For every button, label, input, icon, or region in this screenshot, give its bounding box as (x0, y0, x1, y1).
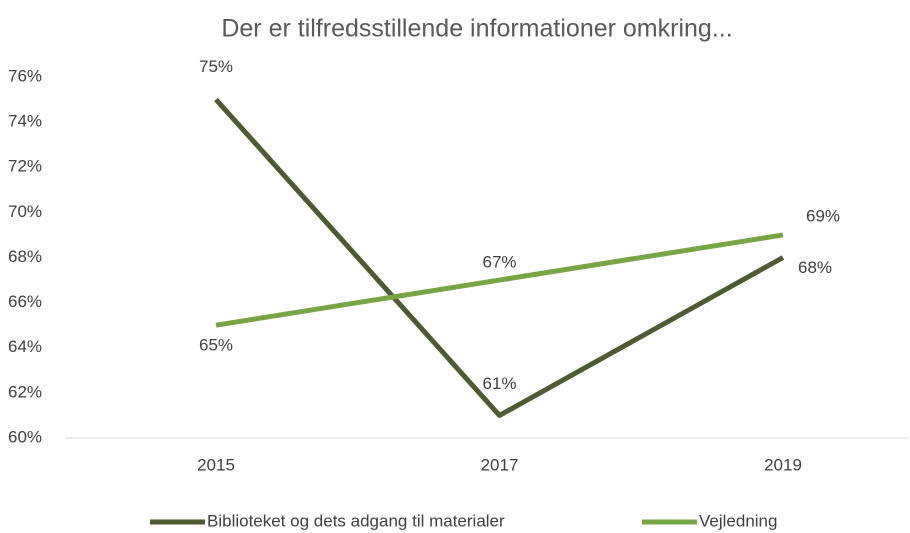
x-tick-label: 2017 (481, 455, 519, 474)
data-label: 61% (482, 374, 516, 393)
y-tick-label: 60% (8, 427, 42, 446)
data-label: 67% (482, 253, 516, 272)
series-line (215, 232, 784, 328)
series-line (214, 97, 785, 418)
legend-label: Vejledning (699, 511, 777, 530)
chart-title: Der er tilfredsstillende informationer o… (221, 15, 732, 43)
y-tick-label: 64% (8, 337, 42, 356)
x-tick-label: 2015 (197, 455, 235, 474)
y-tick-label: 68% (8, 247, 42, 266)
x-tick-label: 2019 (764, 455, 802, 474)
y-tick-label: 76% (8, 66, 42, 85)
legend-label: Biblioteket og dets adgang til materiale… (207, 511, 505, 530)
y-tick-label: 66% (8, 292, 42, 311)
y-tick-label: 62% (8, 382, 42, 401)
data-label: 75% (199, 57, 233, 76)
y-tick-label: 72% (8, 157, 42, 176)
y-tick-label: 70% (8, 202, 42, 221)
y-tick-label: 74% (8, 112, 42, 131)
data-label: 68% (798, 258, 832, 277)
data-label: 69% (806, 206, 840, 225)
data-label: 65% (199, 336, 233, 355)
